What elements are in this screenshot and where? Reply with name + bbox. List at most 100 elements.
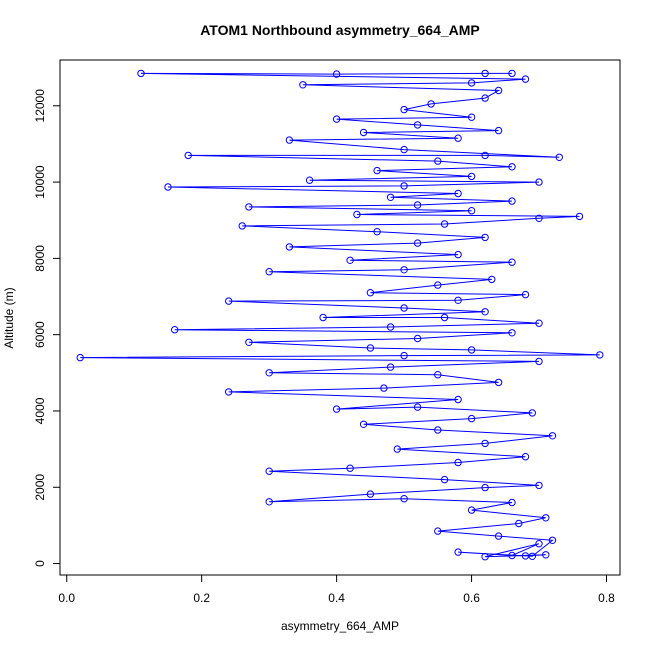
data-point (386, 323, 395, 331)
y-axis-label: Altitude (m) (2, 287, 16, 348)
data-point (454, 250, 462, 259)
x-tick-label: 0.6 (463, 591, 480, 605)
data-point (332, 405, 341, 413)
data-point (440, 313, 449, 322)
x-axis: 0.0 0.2 0.4 0.6 0.8 (58, 574, 615, 605)
data-point (359, 420, 368, 428)
y-tick-label: 10000 (33, 165, 47, 199)
data-point (386, 363, 395, 371)
data-point (265, 369, 273, 377)
data-point (413, 403, 422, 411)
data-point (528, 409, 536, 417)
y-tick-label: 6000 (33, 321, 47, 348)
data-point (440, 475, 449, 484)
data-point (400, 266, 408, 274)
data-point (413, 201, 422, 209)
data-point (454, 296, 462, 304)
y-tick-label: 8000 (33, 245, 47, 272)
data-point (380, 384, 388, 392)
data-point (508, 551, 516, 560)
data-point (481, 483, 489, 492)
x-tick-label: 0.8 (598, 591, 615, 605)
data-point (434, 157, 442, 165)
data-point (184, 151, 192, 160)
data-point (353, 210, 361, 219)
data-point (393, 445, 401, 453)
data-point (386, 193, 395, 202)
data-point (373, 166, 381, 175)
data-point (467, 113, 476, 121)
data-point (494, 532, 503, 540)
data-point (542, 514, 550, 522)
data-point (481, 94, 489, 102)
data-point (427, 100, 435, 108)
data-point (434, 371, 442, 379)
y-tick-label: 12000 (33, 89, 47, 123)
data-point (481, 308, 489, 316)
data-point (508, 329, 516, 337)
data-point (225, 388, 233, 396)
data-point (346, 256, 354, 264)
data-point (575, 212, 584, 221)
data-point (508, 163, 516, 171)
data-point (467, 414, 476, 423)
data-point (521, 75, 530, 83)
data-point (481, 151, 489, 160)
data-point (400, 145, 408, 154)
data-point (285, 243, 294, 251)
data-point (535, 178, 543, 186)
data-point (508, 498, 516, 507)
data-point (238, 222, 246, 230)
x-axis-label: asymmetry_664_AMP (281, 619, 399, 633)
data-point (548, 536, 557, 544)
data-point (400, 182, 408, 190)
data-point (332, 70, 341, 78)
x-tick-label: 0.2 (193, 591, 210, 605)
data-point (400, 351, 408, 360)
data-point (171, 326, 179, 334)
data-point (515, 519, 523, 528)
x-tick-label: 0.0 (58, 591, 75, 605)
data-point (467, 79, 476, 87)
data-point (434, 426, 442, 434)
data-point (454, 548, 462, 556)
data-point (413, 334, 422, 343)
data-point (319, 313, 327, 322)
chart-title: ATOM1 Northbound asymmetry_664_AMP (200, 22, 480, 38)
data-point (488, 275, 496, 284)
data-point (366, 344, 375, 352)
data-point (454, 189, 462, 198)
data-point (508, 69, 516, 78)
data-point (359, 128, 368, 137)
data-point (481, 553, 489, 561)
data-point (245, 203, 253, 211)
data-point (535, 319, 543, 327)
data-point (528, 552, 536, 560)
data-point (494, 86, 503, 95)
data-point (332, 115, 341, 123)
data-point (434, 281, 442, 289)
data-point (413, 239, 422, 247)
data-point (245, 338, 253, 346)
y-axis: 0 2000 4000 6000 8000 10000 12000 (33, 89, 61, 567)
data-point (521, 453, 530, 461)
data-point (225, 297, 233, 305)
data-point (265, 498, 273, 506)
data-point (400, 304, 408, 312)
data-point (467, 172, 476, 181)
data-point (535, 481, 543, 490)
data-point (434, 527, 442, 535)
data-point (481, 69, 489, 78)
data-point (265, 268, 273, 276)
data-point (454, 395, 462, 404)
data-point (508, 197, 516, 205)
data-point (373, 228, 381, 236)
data-point (346, 464, 354, 472)
data-point (535, 214, 543, 223)
data-point (400, 495, 408, 503)
data-point (467, 207, 476, 215)
data-point (494, 126, 503, 135)
data-point (467, 346, 476, 354)
data-point (265, 467, 273, 475)
